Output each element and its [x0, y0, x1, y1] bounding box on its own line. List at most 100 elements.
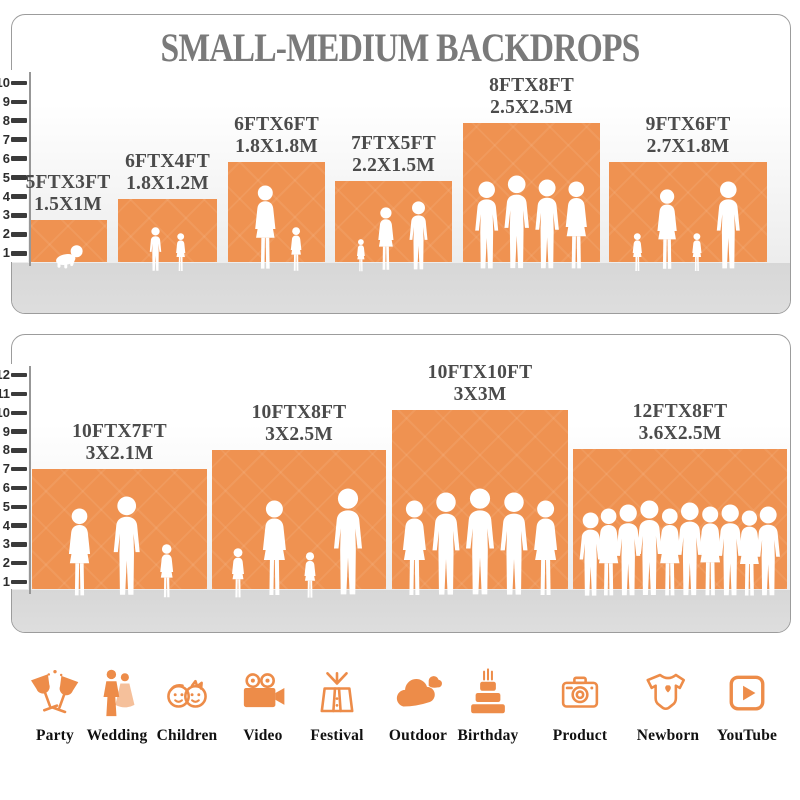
backdrop-rect-6ftx4ft	[118, 199, 217, 262]
ruler-tick-label: 2	[2, 555, 10, 571]
category-item-children: Children	[141, 666, 233, 745]
ruler-tick	[11, 213, 27, 218]
ground-strip	[12, 263, 790, 313]
wedding-icon	[71, 666, 163, 720]
size-ft-text: 6FTX4FT	[125, 151, 210, 172]
outdoor-icon	[372, 666, 464, 720]
ruler-tick-label: 11	[0, 386, 10, 401]
ruler-tick-label: 1	[2, 245, 10, 261]
ruler-tick	[11, 372, 27, 378]
party-icon	[9, 666, 101, 720]
size-m-text: 1.8X1.8M	[235, 135, 318, 157]
ruler-tick	[11, 156, 27, 161]
size-m-text: 1.8X1.2M	[126, 172, 209, 194]
ruler-tick	[11, 118, 27, 124]
category-label: Outdoor	[388, 727, 448, 744]
ruler-axis-line	[29, 366, 31, 594]
backdrop-size-label-7ftx5ft: 7FTX5FT 2.2X1.5M	[294, 133, 494, 176]
ruler-backing	[0, 364, 28, 589]
backdrop-rect-6ftx6ft	[228, 162, 325, 262]
ruler-axis-line	[29, 72, 31, 266]
ruler-tick-label: 6	[2, 150, 10, 166]
ruler-tick-label: 10	[0, 74, 10, 90]
children-icon	[141, 666, 233, 720]
ruler-tick-label: 5	[2, 498, 10, 514]
category-item-product: Product	[534, 666, 626, 745]
ruler-tick	[11, 194, 27, 199]
backdrop-size-label-6ftx4ft: 6FTX4FT 1.8X1.2M	[68, 151, 268, 194]
product-icon	[534, 666, 626, 720]
size-ft-text: 10FTX7FT	[72, 421, 167, 442]
ruler-tick	[11, 560, 27, 566]
people-silhouettes	[579, 500, 780, 596]
size-ft-text: 10FTX8FT	[251, 402, 347, 423]
size-m-text: 2.5X2.5M	[490, 96, 573, 118]
size-ft-text: 10FTX10FT	[427, 362, 533, 383]
ruler-tick-label: 12	[0, 367, 10, 383]
ruler-tick	[11, 485, 27, 491]
category-label: Birthday	[457, 727, 519, 744]
ground-strip	[12, 590, 790, 632]
birthday-icon	[442, 666, 534, 720]
size-ft-text: 5FTX3FT	[25, 172, 111, 193]
ruler-tick	[11, 391, 27, 397]
ruler-tick-label: 4	[2, 188, 10, 204]
ruler-tick	[11, 429, 27, 434]
category-item-newborn: Newborn	[622, 666, 714, 745]
ruler-tick-label: 10	[0, 404, 10, 420]
ruler-tick-label: 4	[2, 517, 10, 533]
festival-icon	[291, 666, 383, 720]
category-item-outdoor: Outdoor	[372, 666, 464, 745]
category-label: Wedding	[86, 727, 148, 744]
newborn-icon	[622, 666, 714, 720]
size-ft-text: 8FTX8FT	[489, 75, 574, 96]
ruler-tick	[11, 579, 27, 585]
ruler-tick	[11, 232, 27, 237]
category-label: Children	[156, 727, 218, 744]
ruler-tick-label: 8	[2, 112, 10, 128]
size-m-text: 3.6X2.5M	[638, 422, 722, 444]
category-item-birthday: Birthday	[442, 666, 534, 745]
page-title: SMALL-MEDIUM BACKDROPS	[160, 25, 640, 70]
ruler-tick-label: 3	[2, 207, 10, 223]
size-m-text: 3X2.5M	[265, 423, 333, 445]
backdrop-size-label-10ftx7ft: 10FTX7FT 3X2.1M	[20, 421, 220, 464]
ruler-tick-label: 6	[2, 480, 10, 495]
size-m-text: 3X3M	[453, 383, 507, 405]
ruler-tick-label: 9	[2, 423, 10, 439]
category-label: Video	[243, 727, 283, 744]
category-label: Product	[552, 727, 608, 744]
ruler-tick-label: 9	[2, 93, 10, 109]
backdrop-rect-7ftx5ft	[335, 181, 452, 262]
category-label: Party	[35, 727, 74, 744]
size-ft-text: 9FTX6FT	[645, 114, 731, 135]
category-item-party: Party	[9, 666, 101, 745]
backdrop-size-label-8ftx8ft: 8FTX8FT 2.5X2.5M	[432, 75, 632, 118]
category-item-wedding: Wedding	[71, 666, 163, 745]
backdrop-size-label-10ftx8ft: 10FTX8FT 3X2.5M	[199, 402, 399, 445]
category-label: Festival	[310, 727, 364, 744]
ruler-tick	[11, 137, 27, 142]
size-m-text: 3X2.1M	[85, 442, 154, 464]
ruler-tick-label: 2	[2, 226, 10, 242]
ruler-tick	[11, 542, 27, 547]
backdrop-size-label-9ftx6ft: 9FTX6FT 2.7X1.8M	[588, 114, 788, 157]
ruler-tick-label: 1	[2, 574, 10, 589]
video-icon	[217, 666, 309, 720]
ruler-tick	[11, 251, 27, 256]
ruler-tick	[11, 504, 27, 510]
category-label: Newborn	[636, 727, 700, 744]
ruler-tick-label: 5	[2, 169, 10, 185]
ruler-tick	[11, 466, 27, 472]
category-label: YouTube	[716, 727, 778, 744]
category-item-youtube: YouTube	[701, 666, 793, 745]
size-ft-text: 6FTX6FT	[234, 114, 319, 135]
size-m-text: 2.2X1.5M	[352, 154, 435, 176]
backdrop-size-label-12ftx8ft: 12FTX8FT 3.6X2.5M	[580, 401, 780, 444]
ruler-tick-label: 7	[2, 461, 10, 477]
ruler-tick	[11, 80, 27, 86]
ruler-tick-label: 7	[2, 131, 10, 147]
ruler-tick	[11, 523, 27, 528]
size-ft-text: 7FTX5FT	[351, 133, 436, 154]
